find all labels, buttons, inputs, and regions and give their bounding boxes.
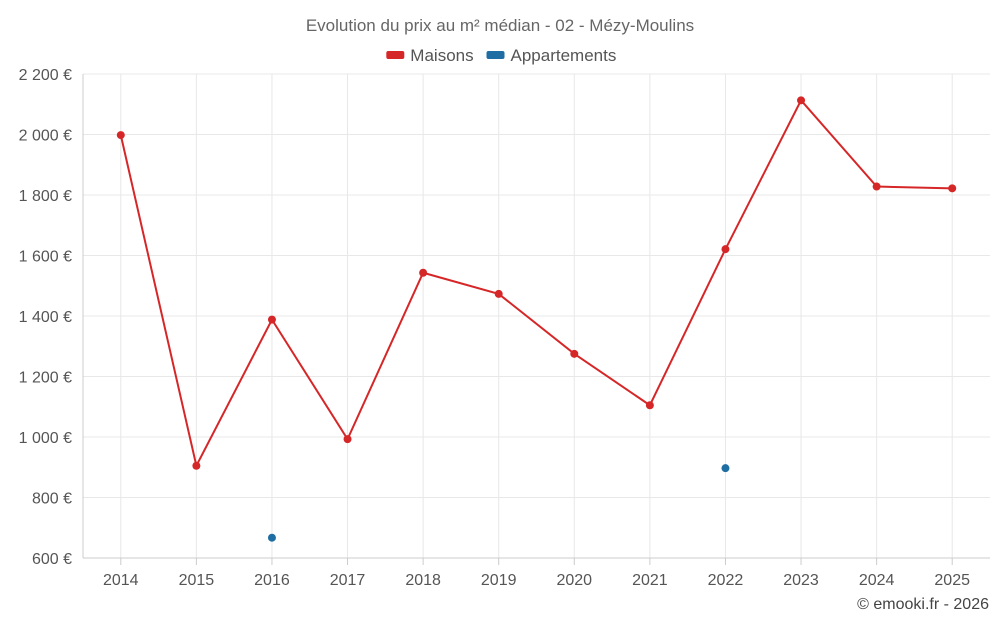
data-point-maisons-2020[interactable] (570, 349, 579, 358)
y-tick-label: 1 600 € (19, 249, 72, 266)
data-point-maisons-2015[interactable] (192, 461, 201, 470)
data-point-maisons-2024[interactable] (872, 182, 881, 191)
y-tick-label: 2 200 € (19, 67, 72, 84)
x-tick-label: 2022 (708, 572, 744, 589)
data-point-maisons-2018[interactable] (419, 268, 428, 277)
data-point-maisons-2023[interactable] (797, 96, 806, 105)
data-point-maisons-2025[interactable] (948, 184, 957, 193)
legend[interactable]: Maisons Appartements (386, 46, 616, 65)
data-point-appartements-2022[interactable] (721, 464, 730, 473)
y-tick-label: 1 200 € (19, 370, 72, 387)
y-tick-label: 1 800 € (19, 188, 72, 205)
data-point-maisons-2022[interactable] (721, 245, 730, 254)
x-tick-label: 2018 (405, 572, 441, 589)
data-point-maisons-2021[interactable] (645, 401, 654, 410)
data-point-maisons-2014[interactable] (116, 131, 125, 140)
y-tick-label: 2 000 € (19, 128, 72, 145)
x-tick-label: 2014 (103, 572, 139, 589)
data-point-maisons-2016[interactable] (267, 315, 276, 324)
legend-item-maisons[interactable]: Maisons (386, 46, 474, 65)
y-tick-label: 800 € (32, 491, 72, 508)
x-tick-label: 2021 (632, 572, 668, 589)
legend-label-maisons: Maisons (410, 46, 473, 65)
chart-title: Evolution du prix au m² médian - 02 - Mé… (306, 16, 694, 35)
x-tick-label: 2023 (783, 572, 819, 589)
data-point-appartements-2016[interactable] (267, 533, 276, 542)
axes: 600 € 800 € 1 000 € 1 200 € 1 400 € 1 600 € 1 … (19, 67, 990, 589)
legend-swatch-maisons (386, 51, 405, 59)
legend-item-appartements[interactable]: Appartements (486, 46, 617, 65)
series (116, 96, 957, 542)
x-tick-label: 2019 (481, 572, 517, 589)
data-point-maisons-2017[interactable] (343, 435, 352, 444)
y-tick-label: 1 400 € (19, 309, 72, 326)
x-tick-label: 2020 (556, 572, 592, 589)
x-tick-label: 2015 (179, 572, 215, 589)
legend-label-appartements: Appartements (511, 46, 617, 65)
series-line-maisons (119, 98, 953, 469)
series-appartements (267, 464, 730, 542)
x-tick-label: 2025 (934, 572, 970, 589)
y-tick-label: 1 000 € (19, 430, 72, 447)
x-tick-label: 2017 (330, 572, 366, 589)
grid (83, 73, 990, 559)
series-maisons (116, 96, 957, 470)
x-tick-label: 2016 (254, 572, 290, 589)
data-point-maisons-2019[interactable] (494, 289, 503, 298)
credit-text: © emooki.fr - 2026 (857, 596, 989, 613)
x-tick-label: 2024 (859, 572, 895, 589)
y-tick-label: 600 € (32, 551, 72, 568)
legend-swatch-appartements (486, 51, 505, 59)
